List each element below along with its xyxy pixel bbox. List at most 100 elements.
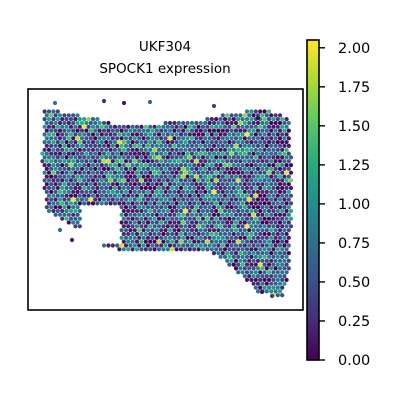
expression-spot xyxy=(216,197,221,202)
expression-spot xyxy=(269,197,274,202)
expression-spot xyxy=(145,235,151,240)
expression-spot xyxy=(205,140,210,145)
expression-spot xyxy=(227,247,232,252)
expression-spot xyxy=(110,136,115,141)
expression-spot xyxy=(128,205,133,210)
expression-spot xyxy=(247,266,252,271)
expression-spot xyxy=(123,220,129,225)
expression-spot xyxy=(222,170,228,175)
expression-spot xyxy=(145,151,151,156)
expression-spot xyxy=(249,262,254,267)
expression-spot xyxy=(231,231,236,237)
expression-spot xyxy=(242,189,247,194)
expression-spot xyxy=(282,197,287,202)
expression-spot xyxy=(123,235,129,240)
expression-spot xyxy=(134,124,140,129)
expression-spot xyxy=(90,117,96,122)
expression-spot xyxy=(62,182,67,187)
expression-spot xyxy=(189,243,195,248)
expression-spot xyxy=(269,151,274,156)
expression-spot xyxy=(277,143,283,148)
expression-spot xyxy=(112,170,118,175)
expression-spot xyxy=(262,285,267,290)
expression-spot xyxy=(62,120,67,126)
expression-spot xyxy=(62,197,67,202)
expression-spot xyxy=(286,235,291,240)
expression-spot xyxy=(119,166,124,171)
expression-spot xyxy=(222,224,228,229)
expression-spot xyxy=(214,147,219,152)
expression-spot xyxy=(126,208,131,214)
expression-spot xyxy=(93,151,98,156)
expression-spot xyxy=(141,228,146,233)
expression-spot xyxy=(165,155,170,160)
expression-spot xyxy=(286,258,291,263)
expression-spot xyxy=(227,193,232,198)
expression-spot xyxy=(286,182,291,187)
expression-spot xyxy=(277,212,283,217)
expression-spot xyxy=(71,113,76,118)
expression-spot xyxy=(143,140,148,145)
expression-spot xyxy=(236,140,241,145)
expression-spot xyxy=(181,174,186,179)
expression-spot xyxy=(280,239,285,244)
expression-spot xyxy=(194,243,199,248)
expression-spot xyxy=(165,140,170,145)
expression-spot xyxy=(51,117,56,122)
expression-spot xyxy=(154,166,159,171)
expression-spot xyxy=(51,147,56,152)
expression-spot xyxy=(236,124,241,129)
expression-spot xyxy=(176,159,181,164)
expression-spot xyxy=(249,132,254,137)
expression-spot xyxy=(121,231,126,237)
expression-spot xyxy=(143,231,148,237)
expression-spot xyxy=(132,220,137,225)
expression-spot xyxy=(284,254,289,259)
expression-spot xyxy=(286,205,291,210)
expression-spot xyxy=(220,235,225,240)
expression-spot xyxy=(258,163,263,168)
expression-spot xyxy=(170,124,175,129)
expression-spot xyxy=(205,170,210,175)
expression-spot xyxy=(236,247,241,252)
expression-spot xyxy=(101,159,107,164)
expression-spot xyxy=(273,128,278,133)
expression-spot xyxy=(119,159,124,164)
expression-spot xyxy=(143,185,148,191)
expression-spot xyxy=(236,132,241,137)
expression-spot xyxy=(97,120,102,126)
expression-spot xyxy=(93,136,98,141)
expression-spot xyxy=(264,182,269,187)
expression-spot xyxy=(280,140,285,145)
expression-spot xyxy=(148,239,153,244)
expression-spot xyxy=(194,228,199,233)
expression-spot xyxy=(249,277,254,282)
expression-spot xyxy=(172,159,177,164)
expression-spot xyxy=(253,208,258,214)
expression-spot xyxy=(194,159,199,164)
expression-spot xyxy=(88,128,93,133)
expression-spot xyxy=(209,185,214,191)
expression-spot xyxy=(253,155,258,160)
expression-spot xyxy=(128,159,133,164)
expression-spot xyxy=(183,132,188,137)
expression-spot xyxy=(75,205,80,210)
expression-spot xyxy=(247,151,252,156)
expression-spot xyxy=(242,205,247,210)
expression-spot xyxy=(97,166,102,171)
expression-spot xyxy=(200,147,206,152)
expression-spot xyxy=(141,151,146,156)
expression-spot xyxy=(233,159,239,164)
expression-spot xyxy=(284,277,289,282)
expression-spot xyxy=(139,147,144,152)
expression-spot xyxy=(71,189,76,194)
expression-spot xyxy=(218,155,223,160)
expression-spot xyxy=(128,235,133,240)
expression-spot xyxy=(165,185,170,191)
expression-spot xyxy=(284,163,289,168)
expression-spot xyxy=(266,277,272,282)
expression-spot xyxy=(152,231,157,237)
expression-spot xyxy=(148,224,153,229)
expression-spot xyxy=(258,254,263,259)
expression-spot xyxy=(165,132,170,137)
